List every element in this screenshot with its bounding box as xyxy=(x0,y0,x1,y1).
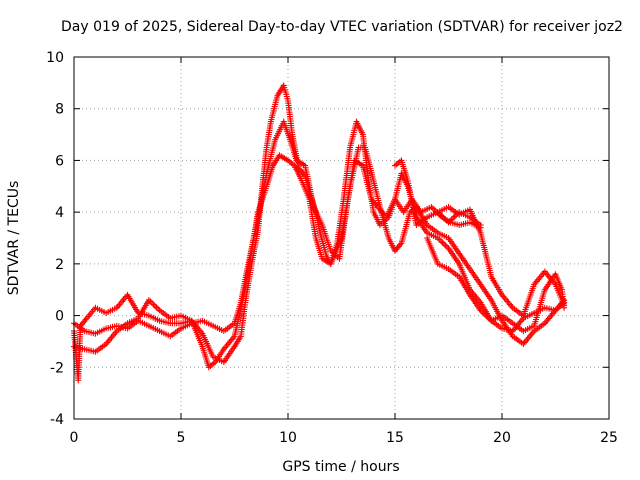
series-track-f xyxy=(392,157,568,319)
y-tick-label: -4 xyxy=(50,412,64,428)
y-tick-label: 4 xyxy=(55,205,64,221)
x-axis-label: GPS time / hours xyxy=(282,459,399,475)
tick-labels: 0 5 10 15 20 25 -4 -2 0 2 4 6 8 10 xyxy=(46,50,618,446)
series-track-e xyxy=(434,209,484,229)
x-tick-label: 15 xyxy=(386,430,404,446)
x-tick-label: 5 xyxy=(177,430,186,446)
data-points xyxy=(71,82,568,384)
series-track-b xyxy=(71,144,568,371)
y-tick-label: 2 xyxy=(55,257,64,273)
y-tick-label: 0 xyxy=(55,309,64,325)
grid xyxy=(74,57,609,419)
chart-title: Day 019 of 2025, Sidereal Day-to-day VTE… xyxy=(61,19,623,35)
data-point xyxy=(152,303,158,309)
data-point xyxy=(561,302,568,309)
x-tick-label: 0 xyxy=(70,430,79,446)
data-point xyxy=(440,240,447,247)
plot-frame xyxy=(73,56,610,420)
series-track-a xyxy=(71,82,568,384)
y-axis-label: SDTVAR / TECUs xyxy=(6,181,22,296)
x-tick-label: 25 xyxy=(600,430,618,446)
y-tick-label: 10 xyxy=(46,50,64,66)
data-point xyxy=(439,239,446,246)
data-point xyxy=(429,205,436,212)
y-tick-label: 8 xyxy=(55,102,64,118)
data-point xyxy=(150,301,157,308)
x-tick-label: 10 xyxy=(279,430,297,446)
y-tick-label: -2 xyxy=(50,360,64,376)
x-tick-label: 20 xyxy=(493,430,511,446)
y-tick-label: 6 xyxy=(55,153,64,169)
